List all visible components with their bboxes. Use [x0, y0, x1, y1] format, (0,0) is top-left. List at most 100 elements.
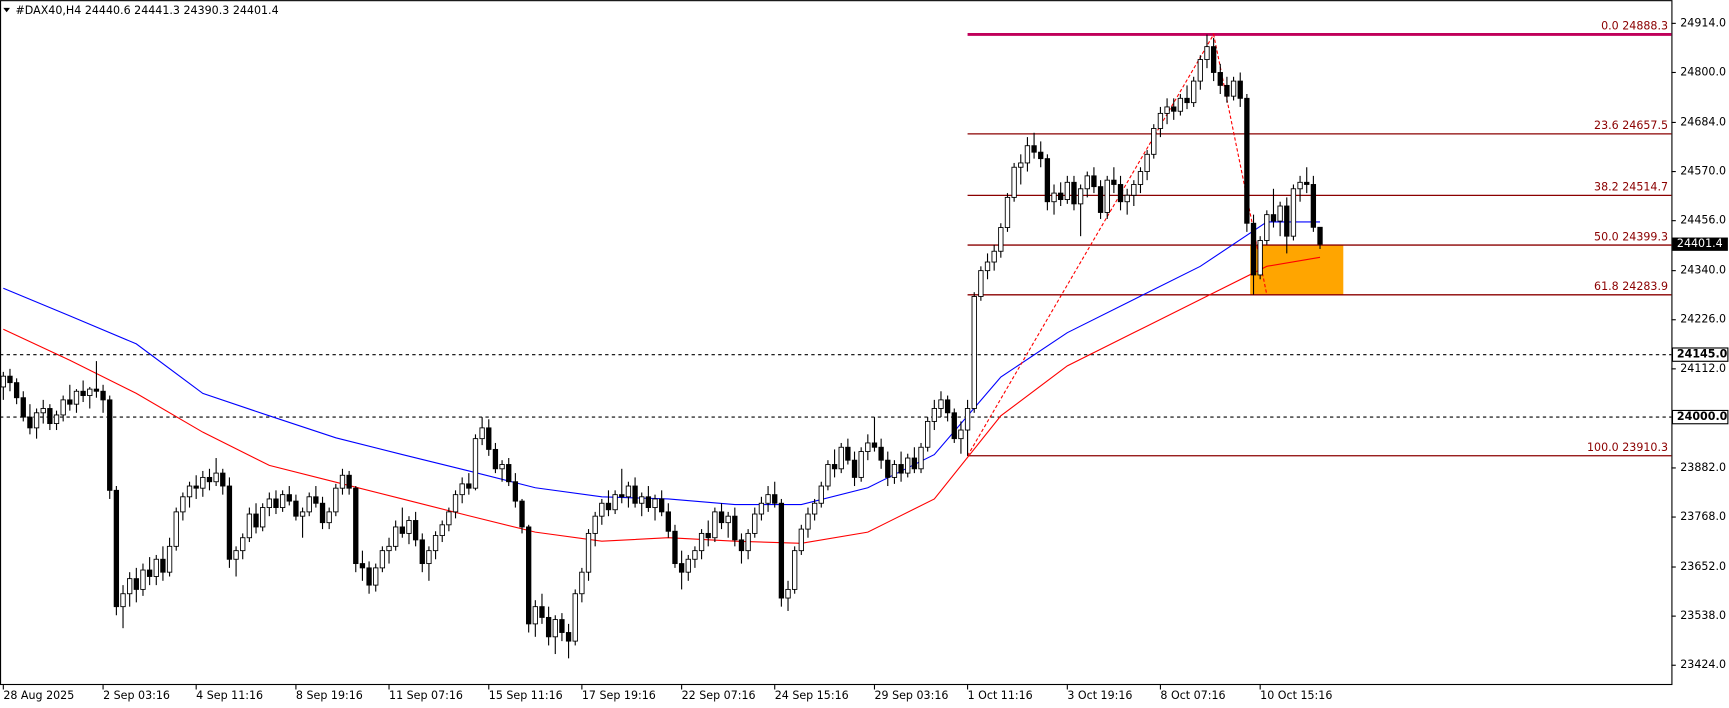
candle-body [1217, 72, 1223, 86]
candle-body [486, 427, 492, 450]
candle-body [752, 513, 758, 534]
candle-body [818, 485, 824, 504]
candle-body [0, 375, 6, 388]
candle-body [665, 511, 671, 532]
candle-body [140, 569, 146, 590]
candle-body [1244, 97, 1250, 224]
candle-body [1031, 145, 1037, 153]
candle-body [1257, 240, 1263, 276]
candle-body [772, 494, 778, 504]
candle-body [931, 408, 937, 422]
candle-body [805, 513, 811, 530]
candle-body [758, 502, 765, 515]
candle-body [1297, 181, 1303, 190]
y-tick-label: 23882.0 [1680, 461, 1726, 474]
candle-body [266, 498, 272, 509]
candle-body [685, 558, 691, 573]
candle-body [1111, 179, 1117, 185]
chart-title: #DAX40,H4 24440.6 24441.3 24390.3 24401.… [16, 4, 279, 17]
candle-body [1177, 97, 1184, 112]
candle-body [213, 472, 219, 483]
candle-body [93, 388, 100, 392]
candle-body [599, 502, 605, 517]
candle-body [73, 390, 80, 405]
x-tick-label: 17 Sep 19:16 [582, 689, 656, 702]
candle-body [918, 446, 924, 470]
candle-body [878, 446, 884, 461]
candle-body [991, 250, 997, 263]
candle-body [313, 496, 319, 504]
candle-body [1224, 84, 1230, 97]
candle-body [705, 532, 711, 539]
x-tick-label: 29 Sep 03:16 [874, 689, 948, 702]
candle-body [1038, 151, 1044, 160]
candle-body [506, 464, 512, 483]
candle-body [446, 511, 452, 526]
candle-body [1137, 171, 1144, 185]
candle-body [605, 502, 612, 511]
fibo-label: 100.0 23910.3 [1587, 441, 1668, 454]
y-tick-label: 24340.0 [1680, 264, 1726, 277]
candle-body [1097, 186, 1104, 213]
candle-body [1104, 179, 1110, 213]
candle-body [386, 545, 392, 552]
x-tick-label: 2 Sep 03:16 [103, 689, 170, 702]
candle-body [1117, 184, 1124, 203]
fibo-label: 61.8 24283.9 [1594, 280, 1668, 293]
candle-body [831, 464, 838, 470]
candle-body [625, 485, 632, 498]
candle-body [1290, 188, 1297, 237]
candle-body [539, 606, 545, 618]
candle-body [319, 502, 326, 524]
candle-body [333, 487, 339, 513]
y-tick-label: 24226.0 [1680, 313, 1726, 326]
candle-body [326, 511, 332, 524]
candle-body [47, 408, 53, 425]
candle-body [33, 412, 40, 429]
candle-body [971, 296, 977, 409]
candle-body [1124, 194, 1130, 203]
x-tick-label: 22 Sep 07:16 [682, 689, 756, 702]
candle-body [339, 474, 346, 489]
candle-body [306, 496, 312, 513]
candle-body [811, 502, 818, 515]
candle-body [459, 483, 465, 496]
candle-body [466, 483, 472, 489]
candle-body [698, 532, 705, 552]
candle-body [1011, 166, 1017, 198]
candle-body [512, 481, 519, 502]
candle-body [27, 416, 33, 429]
y-tick-label: 24456.0 [1680, 214, 1726, 227]
candle-body [366, 567, 372, 586]
zone [1250, 245, 1344, 295]
candle-body [1250, 222, 1257, 276]
candle-body [279, 494, 286, 509]
candle-body [160, 558, 166, 573]
candle-body [492, 448, 499, 470]
candle-body [712, 511, 718, 539]
last-price-box [1672, 237, 1728, 251]
moving-average [3, 221, 1321, 506]
last-price-label: 24401.4 [1677, 237, 1723, 250]
menu-arrow[interactable] [3, 7, 10, 13]
candle-body [186, 485, 193, 498]
candle-body [499, 464, 505, 470]
y-tick-label: 24570.0 [1680, 165, 1726, 178]
candle-body [526, 526, 532, 625]
candle-body [60, 399, 66, 416]
x-tick-label: 15 Sep 11:16 [489, 689, 563, 702]
candle-body [1310, 184, 1317, 228]
candle-body [1197, 59, 1203, 82]
candle-body [100, 390, 106, 401]
candle-body [220, 472, 226, 487]
y-tick-label: 24914.0 [1680, 16, 1726, 29]
candle-body [798, 528, 804, 552]
x-tick-label: 8 Oct 07:16 [1160, 689, 1225, 702]
y-tick-label: 23538.0 [1680, 609, 1726, 622]
candle-body [1191, 80, 1197, 104]
candle-body [951, 412, 957, 440]
candle-body [592, 515, 598, 534]
candle-body [393, 526, 399, 547]
candle-body [200, 476, 206, 489]
